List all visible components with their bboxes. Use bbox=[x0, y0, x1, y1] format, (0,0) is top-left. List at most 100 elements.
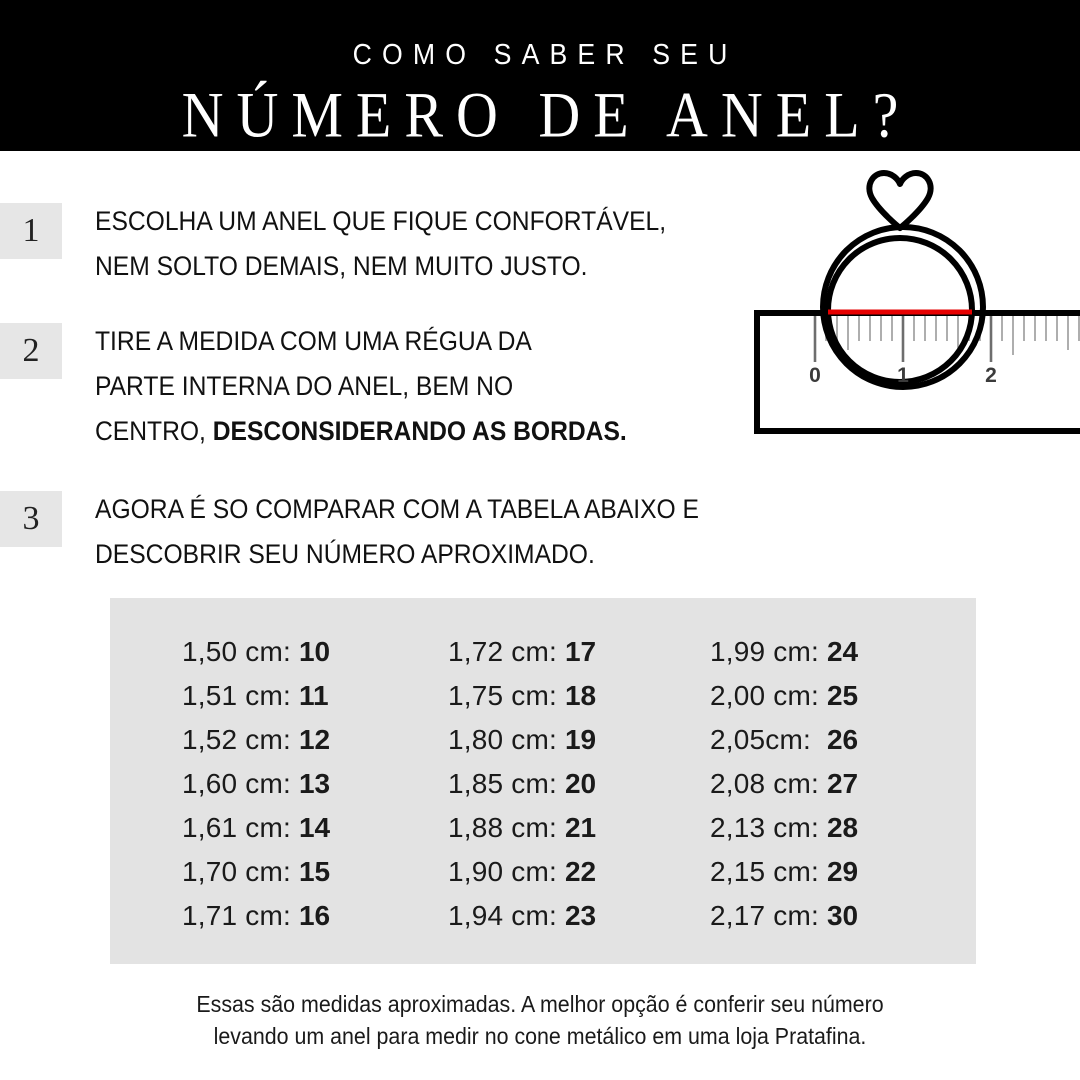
table-row: 1,94 cm: 23 bbox=[448, 894, 642, 938]
size-value: 17 bbox=[564, 636, 597, 667]
step-number-badge-2: 2 bbox=[0, 323, 62, 379]
size-value: 29 bbox=[826, 856, 859, 887]
measure-label: 2,08 cm: bbox=[710, 768, 819, 799]
size-value: 30 bbox=[826, 900, 859, 931]
step-text-2: TIRE A MEDIDA COM UMA RÉGUA DA PARTE INT… bbox=[95, 319, 627, 454]
table-row: 2,15 cm: 29 bbox=[710, 850, 908, 894]
footer-line-1: Essas são medidas aproximadas. A melhor … bbox=[196, 991, 884, 1017]
table-row: 1,51 cm: 11 bbox=[182, 674, 376, 718]
step-number-1: 1 bbox=[22, 212, 40, 249]
header-title: NÚMERO DE ANEL? bbox=[181, 78, 912, 151]
header-band: COMO SABER SEU NÚMERO DE ANEL? bbox=[0, 0, 1080, 151]
table-row: 2,08 cm: 27 bbox=[710, 762, 908, 806]
measure-label: 1,85 cm: bbox=[448, 768, 557, 799]
header-subtitle: COMO SABER SEU bbox=[352, 39, 738, 71]
table-row: 1,75 cm: 18 bbox=[448, 674, 642, 718]
size-value: 22 bbox=[564, 856, 597, 887]
measure-label: 1,50 cm: bbox=[182, 636, 291, 667]
size-value: 26 bbox=[826, 724, 859, 755]
table-column-2: 1,72 cm: 17 1,75 cm: 18 1,80 cm: 19 1,85… bbox=[376, 630, 642, 964]
size-value: 21 bbox=[564, 812, 597, 843]
step-text-emphasis: DESCONSIDERANDO AS BORDAS. bbox=[212, 416, 627, 446]
measure-label: 1,72 cm: bbox=[448, 636, 557, 667]
ruler-icon bbox=[754, 310, 1080, 434]
ring-ruler-svg: 0 1 2 bbox=[754, 170, 1080, 434]
footer-note: Essas são medidas aproximadas. A melhor … bbox=[0, 988, 1080, 1052]
measure-label: 2,15 cm: bbox=[710, 856, 819, 887]
ring-measurement-illustration: 0 1 2 bbox=[740, 160, 1080, 450]
table-row: 2,05cm: 26 bbox=[710, 718, 908, 762]
size-value: 15 bbox=[298, 856, 331, 887]
ruler-label-2: 2 bbox=[985, 364, 997, 387]
table-row: 1,99 cm: 24 bbox=[710, 630, 908, 674]
size-value: 16 bbox=[298, 900, 331, 931]
step-text-plain: CENTRO, bbox=[95, 416, 213, 446]
table-row: 1,71 cm: 16 bbox=[182, 894, 376, 938]
step-number-3: 3 bbox=[22, 500, 40, 537]
ruler-major-ticks bbox=[813, 316, 993, 362]
step-text-line: NEM SOLTO DEMAIS, NEM MUITO JUSTO. bbox=[95, 251, 588, 281]
measure-label: 1,88 cm: bbox=[448, 812, 557, 843]
measure-label: 2,00 cm: bbox=[710, 680, 819, 711]
ruler-minor-ticks bbox=[825, 316, 1080, 355]
step-number-2: 2 bbox=[22, 332, 40, 369]
size-value: 23 bbox=[564, 900, 597, 931]
table-row: 1,61 cm: 14 bbox=[182, 806, 376, 850]
size-value: 25 bbox=[826, 680, 859, 711]
step-text-line: CENTRO, DESCONSIDERANDO AS BORDAS. bbox=[95, 409, 627, 454]
size-value: 10 bbox=[298, 636, 331, 667]
size-value: 12 bbox=[298, 724, 331, 755]
measure-label: 1,75 cm: bbox=[448, 680, 557, 711]
step-number-badge-1: 1 bbox=[0, 203, 62, 259]
measure-label: 1,60 cm: bbox=[182, 768, 291, 799]
table-column-3: 1,99 cm: 24 2,00 cm: 25 2,05cm: 26 2,08 … bbox=[642, 630, 908, 964]
step-text-1: ESCOLHA UM ANEL QUE FIQUE CONFORTÁVEL, N… bbox=[95, 199, 666, 289]
table-row: 2,13 cm: 28 bbox=[710, 806, 908, 850]
measure-label: 1,70 cm: bbox=[182, 856, 291, 887]
ring-size-table: 1,50 cm: 10 1,51 cm: 11 1,52 cm: 12 1,60… bbox=[110, 598, 976, 964]
measure-label: 1,94 cm: bbox=[448, 900, 557, 931]
size-value: 13 bbox=[298, 768, 331, 799]
table-row: 1,60 cm: 13 bbox=[182, 762, 376, 806]
ruler-label-0: 0 bbox=[809, 364, 821, 387]
size-value: 19 bbox=[564, 724, 597, 755]
footer-line-2: levando um anel para medir no cone metál… bbox=[213, 1023, 867, 1049]
measure-label: 1,71 cm: bbox=[182, 900, 291, 931]
measure-label: 1,90 cm: bbox=[448, 856, 557, 887]
table-row: 2,00 cm: 25 bbox=[710, 674, 908, 718]
size-value: 27 bbox=[826, 768, 859, 799]
table-row: 1,90 cm: 22 bbox=[448, 850, 642, 894]
table-row: 1,88 cm: 21 bbox=[448, 806, 642, 850]
size-value: 14 bbox=[298, 812, 331, 843]
step-number-badge-3: 3 bbox=[0, 491, 62, 547]
step-text-3: AGORA É SO COMPARAR COM A TABELA ABAIXO … bbox=[95, 487, 699, 577]
size-value: 28 bbox=[826, 812, 859, 843]
measure-label: 1,99 cm: bbox=[710, 636, 819, 667]
table-row: 2,17 cm: 30 bbox=[710, 894, 908, 938]
table-row: 1,72 cm: 17 bbox=[448, 630, 642, 674]
measure-label: 2,05cm: bbox=[710, 724, 819, 755]
heart-icon bbox=[866, 170, 934, 231]
step-text-line: AGORA É SO COMPARAR COM A TABELA ABAIXO … bbox=[95, 494, 700, 524]
measure-label: 1,51 cm: bbox=[182, 680, 291, 711]
step-text-line: PARTE INTERNA DO ANEL, BEM NO bbox=[95, 371, 514, 401]
size-value: 20 bbox=[564, 768, 597, 799]
size-value: 11 bbox=[298, 680, 329, 711]
step-text-line: TIRE A MEDIDA COM UMA RÉGUA DA bbox=[95, 326, 532, 356]
table-row: 1,52 cm: 12 bbox=[182, 718, 376, 762]
measure-label: 1,52 cm: bbox=[182, 724, 291, 755]
measure-label: 1,80 cm: bbox=[448, 724, 557, 755]
table-row: 1,85 cm: 20 bbox=[448, 762, 642, 806]
size-value: 18 bbox=[564, 680, 597, 711]
measure-label: 2,13 cm: bbox=[710, 812, 819, 843]
table-row: 1,50 cm: 10 bbox=[182, 630, 376, 674]
size-value: 24 bbox=[826, 636, 859, 667]
table-column-1: 1,50 cm: 10 1,51 cm: 11 1,52 cm: 12 1,60… bbox=[110, 630, 376, 964]
step-text-line: DESCOBRIR SEU NÚMERO APROXIMADO. bbox=[95, 539, 595, 569]
measure-label: 1,61 cm: bbox=[182, 812, 291, 843]
table-row: 1,80 cm: 19 bbox=[448, 718, 642, 762]
ruler-label-1: 1 bbox=[897, 364, 909, 387]
step-text-line: ESCOLHA UM ANEL QUE FIQUE CONFORTÁVEL, bbox=[95, 206, 667, 236]
table-row: 1,70 cm: 15 bbox=[182, 850, 376, 894]
measure-label: 2,17 cm: bbox=[710, 900, 819, 931]
